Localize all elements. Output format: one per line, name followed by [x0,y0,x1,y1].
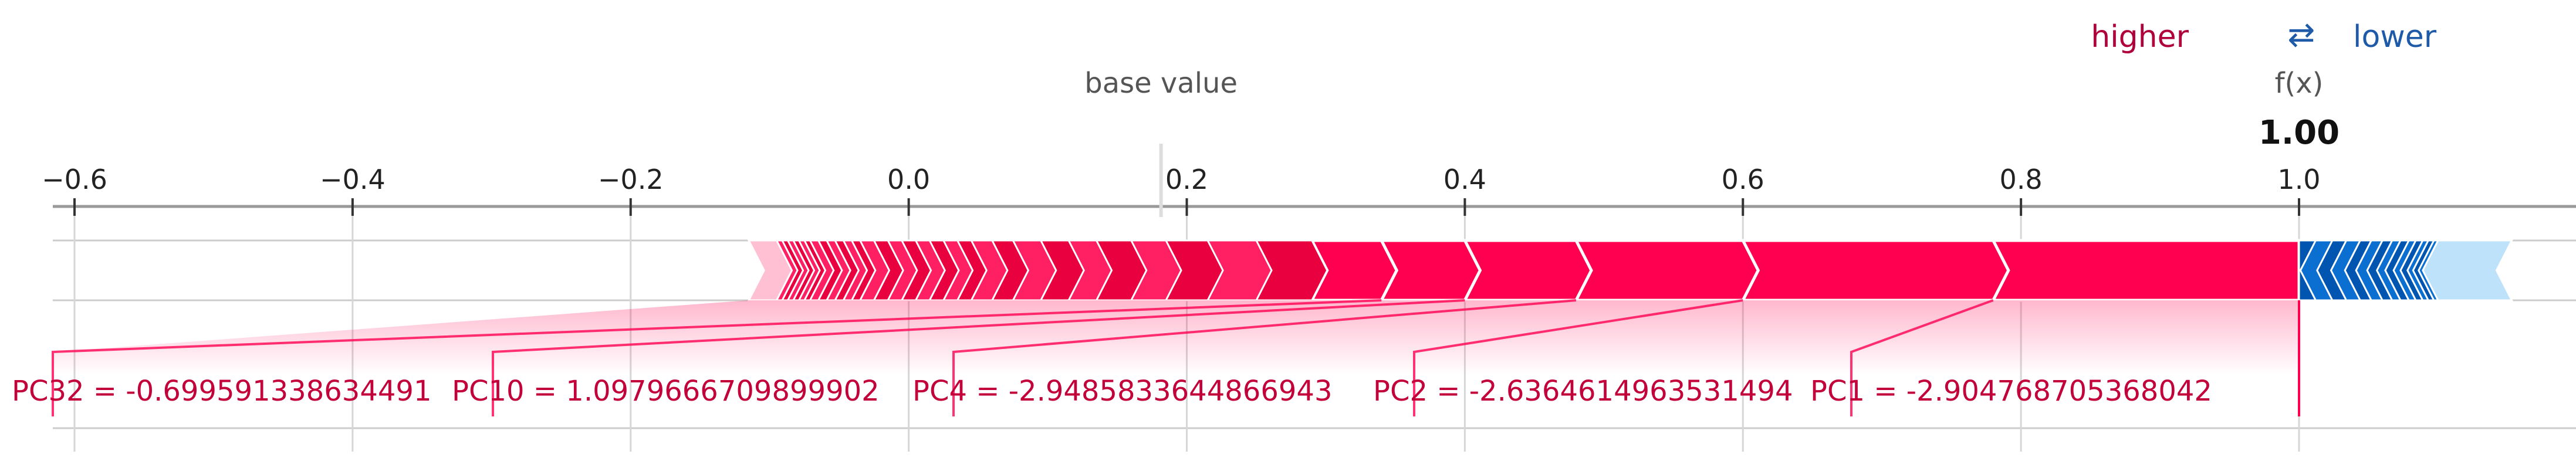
tick-label: 0.2 [1165,164,1208,195]
feature-label: PC32 = -0.699591338634491 [12,375,431,408]
feature-label: PC1 = -2.904768705368042 [1810,375,2212,408]
fx-label: f(x) [2275,67,2324,100]
feature-label: PC10 = 1.0979666709899902 [452,375,880,408]
feature-connector [52,299,1382,416]
legend-higher-label: higher [2091,19,2189,55]
tick-label: 0.8 [2000,164,2043,195]
negative-shap-arrow [2422,239,2513,301]
label-fade-region [53,300,2299,375]
positive-shap-arrow [1573,239,1760,302]
positive-shap-arrow [1740,239,2010,302]
tick-label: −0.6 [42,164,107,195]
fx-value: 1.00 [2259,114,2340,152]
feature-connector [1413,299,1743,416]
feature-label: PC4 = -2.9485833644866943 [912,375,1332,408]
tick-label: 0.4 [1443,164,1486,195]
tick-label: 0.0 [887,164,930,195]
feature-connector [492,299,1465,416]
feature-connector [1850,299,1994,416]
legend-lower-label: lower [2353,19,2437,55]
tick-label: −0.4 [320,164,386,195]
feature-label: PC2 = -2.6364614963531494 [1373,375,1793,408]
tick-label: 0.6 [1722,164,1764,195]
base-value-label: base value [1084,67,1238,100]
positive-shap-arrow [1990,239,2301,302]
legend-arrows-icon: ⇄ [2288,16,2315,54]
positive-shap-arrow [1462,239,1593,302]
tick-label: 1.0 [2277,164,2320,195]
tick-label: −0.2 [598,164,664,195]
feature-connector [952,299,1577,416]
